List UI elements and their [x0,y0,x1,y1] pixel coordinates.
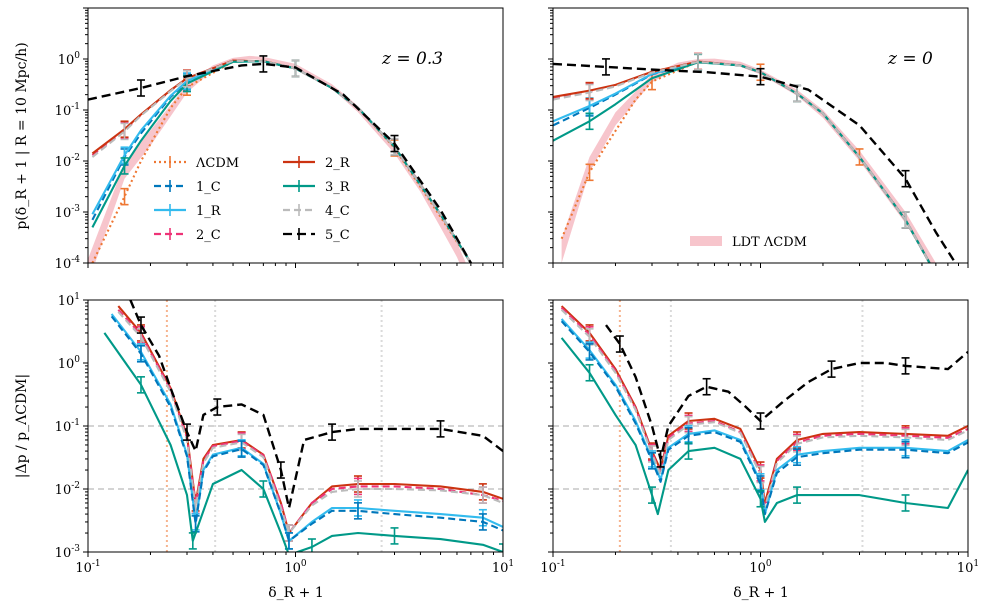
series-line-5c [88,62,472,263]
ticks: 10-1 100 101 [540,299,979,576]
series-line-5c [605,324,968,461]
panel-top-right [548,7,969,268]
series-line-lcdm [91,59,472,263]
x-axis-label-left: δ_R + 1 [268,585,324,601]
legend-label-2r: 2_R [325,156,351,171]
x-tick-label: 100 [749,559,772,576]
legend-ldt-label: LDT ΛCDM [732,235,807,250]
series-line-3r [560,337,968,523]
y-tick-label: 10-2 [55,481,80,498]
y-tick-label: 10-1 [55,102,80,119]
series-line-4c [91,59,472,263]
series-line-2c [91,59,472,263]
series-line-1c [553,60,931,263]
plot-area [553,300,968,552]
series-line-3r [91,60,472,263]
x-tick-label: 101 [957,559,979,576]
legend-label-lcdm: ΛCDM [195,156,239,171]
legend-label-4c: 4_C [325,204,350,219]
y-tick-label: 10-4 [55,255,81,272]
series-line-2c [560,307,968,510]
legend-label-5c: 5_C [325,228,350,243]
series-line-2c [553,60,931,263]
ticks: 10-4 10-3 10-2 10-1 100 [55,7,504,272]
x-tick-label: 10-1 [540,559,565,576]
plot-area [553,52,957,263]
legend-ldt: LDT ΛCDM [690,235,807,250]
panel-bottom-right: 10-1 100 101 [540,299,979,576]
series-line-1c [91,60,472,263]
x-tick-label: 101 [492,559,514,576]
series-line-5c [553,62,957,263]
series-line-4c [553,60,931,263]
plot-area [88,55,472,263]
y-tick-label: 10-1 [55,418,80,435]
legend-label-1r: 1_R [196,204,222,219]
y-tick-label: 10-3 [55,204,81,221]
legend-label-2c: 2_C [196,228,221,243]
series-line-1r [553,60,931,263]
legend-main: ΛCDM 2_R 1_C 3_R 1_R 4_C 2_C 5_C [154,156,351,243]
series-line-3r [103,332,503,552]
x-tick-label: 100 [284,559,307,576]
legend-ldt-swatch [690,236,722,246]
panel-top-left: 10-4 10-3 10-2 10-1 100 [55,7,504,272]
legend-label-1c: 1_C [196,180,221,195]
series-line-4c [560,309,968,510]
series-line-1c [560,320,968,516]
panel-bottom-left: 10-1 100 101 10-3 10-2 10-1 100 101 [55,292,514,576]
y-tick-label: 100 [58,51,81,68]
y-tick-label: 101 [58,292,80,309]
series-line-2r [91,59,472,263]
series-line-1r [560,318,968,516]
y-tick-label: 10-2 [55,153,80,170]
plot-area [88,300,503,552]
series-line-4c [117,311,503,535]
series-line-3r [553,61,931,263]
redshift-label-right: z = 0 [887,49,933,69]
redshift-label-left: z = 0.3 [381,49,443,69]
legend-label-3r: 3_R [325,180,351,195]
series-line-1r [91,60,472,263]
series-line-5c [129,300,503,510]
series-line-1r [110,313,503,542]
x-tick-label: 10-1 [75,559,100,576]
x-axis-label-right: δ_R + 1 [733,585,789,601]
series-line-2r [553,60,931,263]
ldt-band [561,58,936,263]
ticks: 10-1 100 101 10-3 10-2 10-1 100 101 [55,292,514,576]
y-tick-label: 10-3 [55,544,81,561]
y-tick-label: 100 [58,355,81,372]
y-axis-label-bottom: |Δp / p_ΛCDM| [14,374,30,478]
ticks [548,7,969,268]
y-axis-label-top: p(δ_R + 1 | R = 10 Mpc/h) [14,42,30,229]
